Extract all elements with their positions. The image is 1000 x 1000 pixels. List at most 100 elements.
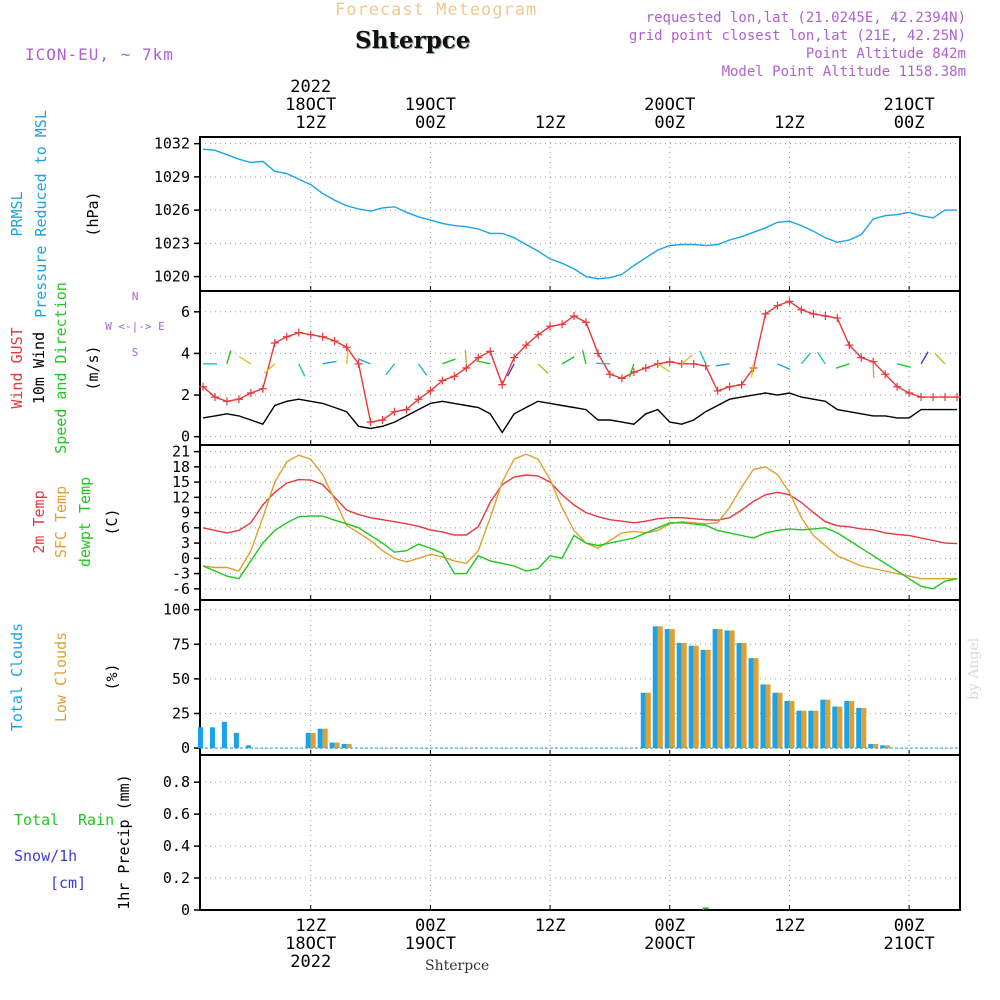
gust-marker	[462, 364, 471, 372]
top-hour-label: 12Z	[295, 113, 326, 133]
compass-we: W <-|-> E	[105, 320, 165, 333]
gust-marker	[534, 330, 543, 339]
bottom-year-label: 2022	[290, 952, 331, 972]
top-day-label: 21OCT	[884, 95, 935, 115]
wind-direction-arrow	[322, 360, 337, 365]
gust-marker	[929, 393, 938, 402]
wind-direction-arrow	[238, 355, 252, 365]
bottom-hour-label: 12Z	[295, 916, 326, 936]
wind-direction-arrow	[357, 357, 371, 365]
y-tick-label: 12	[172, 488, 190, 506]
wind-direction-arrow	[896, 363, 911, 368]
gust-marker	[857, 353, 866, 362]
low-cloud-bar	[741, 642, 747, 749]
ylabel-total-clouds: Total Clouds	[8, 623, 26, 731]
y-tick-label: 15	[172, 473, 190, 491]
bottom-day-label: 20OCT	[644, 934, 695, 954]
gust-marker	[893, 382, 902, 391]
total-cloud-bar	[724, 630, 730, 749]
total-cloud-bar	[808, 710, 814, 749]
grid-point-coords: grid point closest lon,lat (21E, 42.25N)	[628, 28, 966, 44]
y-tick-label: 0	[181, 428, 190, 446]
top-day-label: 20OCT	[644, 95, 695, 115]
total-cloud-bar	[700, 649, 706, 749]
total-cloud-bar	[736, 642, 742, 749]
total-cloud-bar	[221, 721, 227, 749]
sfc-temp-line	[202, 453, 957, 580]
gust-marker	[761, 309, 770, 318]
gust-marker	[689, 359, 698, 368]
ylabel-ms: (m/s)	[84, 345, 102, 390]
compass-n: N	[132, 290, 139, 303]
compass-s: S	[132, 346, 139, 359]
bottom-hour-label: 00Z	[654, 916, 685, 936]
total-cloud-bar	[856, 707, 862, 749]
wind-direction-arrow	[715, 363, 730, 367]
gust-marker	[474, 353, 483, 362]
total-cloud-bar	[868, 743, 874, 749]
panel-frame-wind	[199, 290, 961, 446]
top-hour-label: 12Z	[535, 113, 566, 133]
gust-marker	[342, 343, 351, 352]
legend-rain: Rain	[78, 811, 114, 829]
total-cloud-bar	[820, 699, 826, 749]
total-cloud-bar	[796, 710, 802, 749]
y-tick-label: 2	[181, 386, 190, 404]
wind-direction-arrow	[561, 356, 575, 365]
low-cloud-bar	[346, 743, 352, 749]
panel-frame-precip	[199, 754, 961, 911]
panel-frame-temperature	[199, 444, 961, 601]
gust-marker	[330, 336, 339, 345]
wind-direction-arrow	[345, 349, 349, 364]
ylabel-sfc-temp: SFC Temp	[52, 486, 70, 558]
low-cloud-bar	[813, 710, 819, 749]
low-cloud-bar	[885, 745, 891, 749]
y-tick-label: 4	[181, 344, 190, 362]
ylabel-pressure-msl: Pressure Reduced to MSL	[32, 110, 50, 318]
gust-marker	[593, 349, 602, 358]
y-tick-label: 0.6	[163, 805, 190, 823]
low-cloud-bar	[801, 710, 807, 749]
wind-direction-arrow	[298, 363, 306, 377]
top-hour-label: 12Z	[774, 113, 805, 133]
gust-marker	[785, 297, 794, 306]
precip-bar	[702, 907, 709, 910]
ylabel-prmsl: PRMSL	[8, 191, 26, 236]
total-cloud-bar	[341, 743, 347, 749]
total-cloud-bar	[772, 692, 778, 749]
gust-marker	[199, 382, 207, 391]
gust-marker	[821, 311, 830, 320]
y-tick-label: 3	[181, 534, 190, 552]
gust-marker	[282, 332, 291, 341]
gust-marker	[677, 359, 686, 368]
y-tick-label: 1020	[154, 268, 190, 286]
y-tick-label: 18	[172, 458, 190, 476]
wind-direction-arrow	[835, 363, 850, 369]
total-cloud-bar	[880, 745, 886, 749]
wind-direction-arrow	[581, 350, 587, 365]
legend-total: Total	[14, 811, 59, 829]
wind-direction-arrow	[476, 360, 491, 365]
dewpt-line	[202, 515, 958, 590]
low-cloud-bar	[753, 658, 759, 749]
bottom-day-label: 19OCT	[405, 934, 456, 954]
top-hour-label: 00Z	[894, 113, 925, 133]
total-cloud-bar	[676, 642, 682, 749]
requested-coords: requested lon,lat (21.0245E, 42.2394N)	[645, 10, 966, 26]
ylabel-percent: (%)	[103, 663, 121, 690]
gust-marker	[605, 370, 614, 379]
footer-location: Shterpce	[425, 958, 490, 974]
y-tick-label: -6	[172, 580, 190, 598]
total-cloud-bar	[844, 701, 850, 749]
gust-marker	[737, 380, 746, 389]
total-cloud-bar	[305, 732, 311, 749]
gust-line	[202, 300, 957, 423]
y-tick-label: 0.4	[163, 837, 190, 855]
y-tick-label: 6	[181, 519, 190, 537]
forecast-title: Forecast Meteogram	[335, 0, 538, 20]
wind-direction-arrow	[657, 363, 670, 373]
wind-direction-arrow	[442, 358, 456, 365]
y-tick-label: 21	[172, 443, 190, 461]
total-cloud-bar	[245, 745, 251, 749]
gust-marker	[270, 339, 279, 348]
